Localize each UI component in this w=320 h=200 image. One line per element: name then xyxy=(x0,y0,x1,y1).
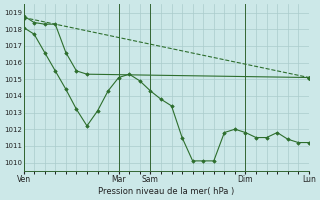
X-axis label: Pression niveau de la mer( hPa ): Pression niveau de la mer( hPa ) xyxy=(98,187,234,196)
